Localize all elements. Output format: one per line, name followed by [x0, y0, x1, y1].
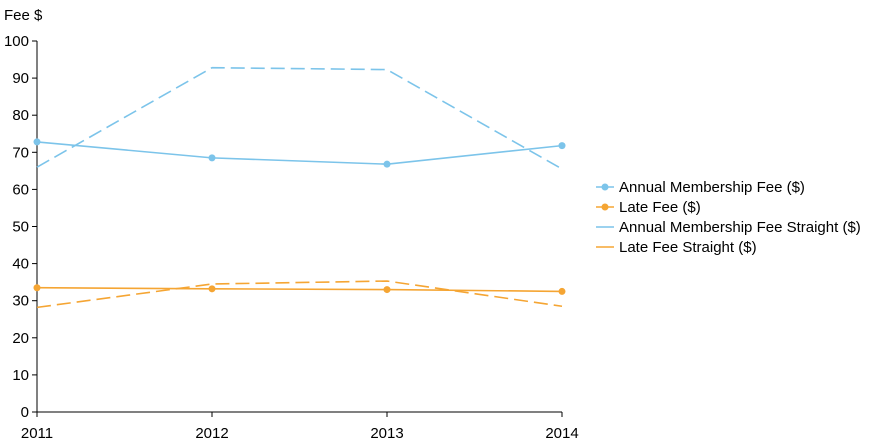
series-group	[33, 66, 566, 309]
x-tick-label: 2011	[21, 425, 53, 442]
x-tick-label: 2014	[545, 425, 578, 442]
legend-item: Late Fee Straight ($)	[596, 239, 757, 256]
y-tick-label: 10	[12, 367, 29, 384]
legend-item: Late Fee ($)	[596, 199, 701, 216]
legend-label: Late Fee ($)	[619, 199, 701, 216]
legend: Annual Membership Fee ($) Late Fee ($) Ann…	[596, 179, 861, 256]
legend-marker	[601, 183, 609, 191]
series-line-3	[36, 280, 563, 309]
data-point	[33, 284, 41, 292]
y-tick-label: 90	[12, 70, 29, 87]
series-line-1	[36, 286, 563, 293]
data-point	[33, 138, 41, 146]
legend-label: Annual Membership Fee ($)	[619, 179, 805, 196]
y-tick-label: 80	[12, 107, 29, 124]
data-point	[383, 160, 391, 168]
legend-label: Late Fee Straight ($)	[619, 239, 757, 256]
y-tick-label: 50	[12, 219, 29, 236]
legend-marker	[601, 203, 609, 211]
x-tick-label: 2012	[195, 425, 228, 442]
data-point	[558, 287, 566, 295]
y-tick-label: 100	[4, 33, 29, 50]
legend-item: Annual Membership Fee ($)	[596, 179, 805, 196]
y-axis: 0 10 20 30 40 50 60 70 80 90 100	[4, 33, 37, 421]
y-tick-label: 20	[12, 330, 29, 347]
x-axis: 2011 2012 2013 2014	[21, 412, 579, 442]
legend-item: Annual Membership Fee Straight ($)	[596, 219, 861, 236]
data-point	[558, 142, 566, 150]
y-tick-label: 40	[12, 256, 29, 273]
data-point	[208, 154, 216, 162]
data-point	[383, 286, 391, 294]
y-tick-label: 60	[12, 181, 29, 198]
series-line-0	[36, 141, 563, 165]
y-tick-label: 30	[12, 293, 29, 310]
y-axis-title: Fee $	[4, 7, 43, 24]
y-tick-label: 70	[12, 144, 29, 161]
y-tick-label: 0	[21, 404, 29, 421]
x-tick-label: 2013	[370, 425, 403, 442]
series-line-2	[36, 66, 563, 170]
legend-label: Annual Membership Fee Straight ($)	[619, 219, 861, 236]
data-point	[208, 285, 216, 293]
